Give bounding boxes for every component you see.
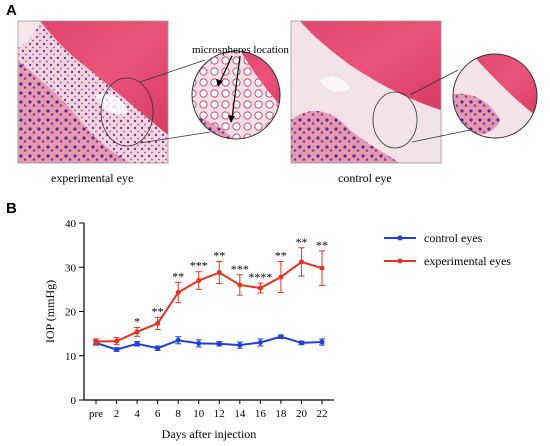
legend-marker-0 — [397, 235, 403, 241]
data-point — [257, 285, 263, 291]
y-axis-title: IOP (mmHg) — [43, 280, 57, 343]
x-tick-label: 10 — [193, 408, 205, 420]
x-tick-label: 4 — [134, 408, 140, 420]
data-point — [278, 334, 284, 340]
data-point — [278, 274, 284, 280]
y-tick-label: 0 — [71, 395, 77, 407]
panel-b-label: B — [6, 200, 17, 217]
data-point — [134, 341, 140, 347]
data-point — [319, 265, 325, 271]
significance-label: *** — [190, 259, 208, 273]
x-tick-label: 2 — [114, 408, 120, 420]
legend-marker-1 — [397, 258, 403, 264]
data-point — [114, 347, 120, 353]
experimental-eye-caption: experimental eye — [51, 171, 134, 185]
data-point — [319, 339, 325, 345]
data-point — [196, 278, 202, 284]
significance-label: ** — [295, 235, 307, 249]
data-point — [298, 340, 304, 346]
x-tick-label: 6 — [155, 408, 161, 420]
significance-label: ** — [152, 304, 164, 318]
significance-label: *** — [231, 262, 249, 276]
control-eye-caption: control eye — [338, 171, 392, 185]
data-point — [298, 259, 304, 265]
data-point — [196, 340, 202, 346]
legend-label-1: experimental eyes — [424, 254, 511, 268]
data-point — [175, 289, 181, 295]
significance-label: **** — [248, 270, 272, 284]
x-tick-label: 22 — [317, 408, 328, 420]
series-line-0 — [95, 335, 323, 351]
x-tick-label: 20 — [296, 408, 308, 420]
data-point — [114, 338, 120, 344]
panel-a-label: A — [6, 2, 17, 19]
significance-label: ** — [275, 248, 287, 262]
data-point — [175, 337, 181, 343]
x-tick-label: 16 — [255, 408, 267, 420]
x-tick-label: 14 — [234, 408, 246, 420]
x-tick-label: pre — [89, 408, 103, 420]
series-line-1 — [95, 260, 323, 343]
data-point — [93, 339, 99, 345]
legend-label-0: control eyes — [424, 231, 483, 245]
data-point — [155, 345, 161, 351]
significance-label: * — [134, 314, 140, 328]
significance-label: ** — [316, 238, 328, 252]
x-tick-label: 18 — [275, 408, 287, 420]
y-tick-label: 40 — [65, 218, 77, 230]
histology-figure — [17, 20, 538, 164]
data-point — [237, 282, 243, 288]
y-tick-label: 30 — [65, 262, 77, 274]
data-point — [237, 342, 243, 348]
y-tick-label: 20 — [65, 307, 77, 319]
significance-label: ** — [213, 248, 225, 262]
data-point — [216, 270, 222, 276]
microspheres-annotation: microspheres location — [192, 44, 289, 56]
data-point — [257, 339, 263, 345]
x-tick-label: 8 — [175, 408, 181, 420]
data-point — [155, 320, 161, 326]
data-point — [216, 341, 222, 347]
x-tick-label: 12 — [214, 408, 225, 420]
x-axis-title: Days after injection — [162, 427, 257, 441]
data-point — [134, 329, 140, 335]
y-tick-label: 10 — [65, 351, 77, 363]
significance-label: ** — [172, 269, 184, 283]
